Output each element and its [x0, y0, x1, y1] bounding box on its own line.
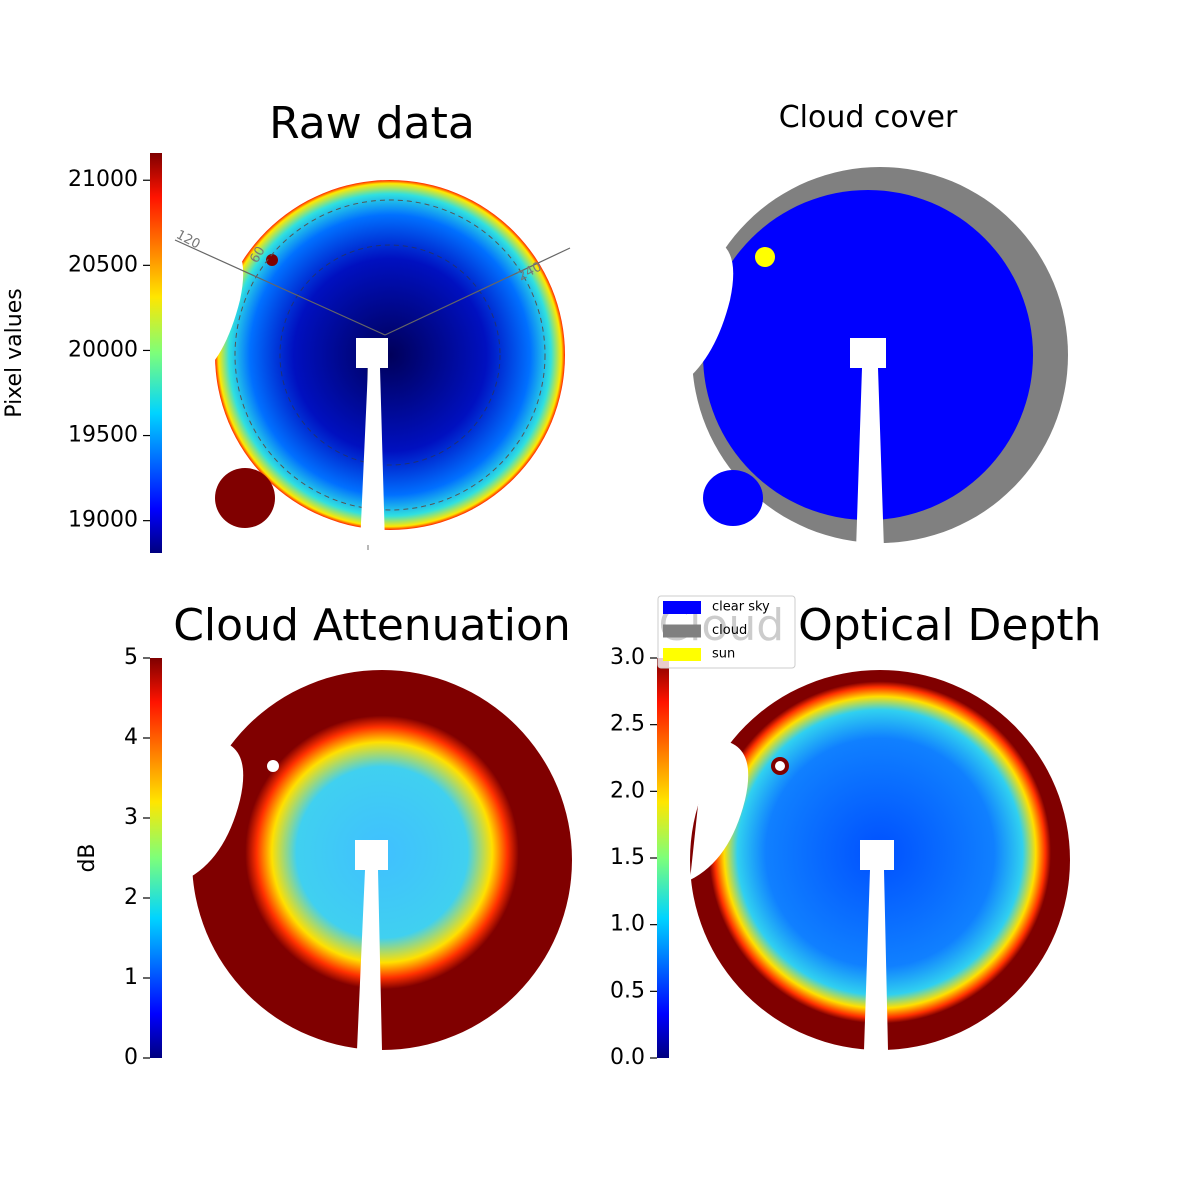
- colorbar-tick-label: 1: [124, 965, 138, 990]
- colorbar-label: dB: [75, 843, 100, 872]
- colorbar-tick-label: 2: [124, 885, 138, 910]
- panel-title: Raw data: [269, 98, 475, 149]
- colorbar-tick-label: 20500: [68, 252, 138, 277]
- colorbar-tick-label: 0: [124, 1045, 138, 1070]
- legend-swatch: [663, 624, 701, 638]
- colorbar-tick-label: 20000: [68, 337, 138, 362]
- colorbar-tick-label: 19500: [68, 423, 138, 448]
- colorbar-tick-label: 1.5: [610, 845, 645, 870]
- optical-depth-image: [690, 670, 1070, 1050]
- raw-image: [174, 180, 571, 550]
- colorbar-tick-label: 4: [124, 725, 138, 750]
- colorbar: [657, 658, 669, 1058]
- colorbar-tick-label: 5: [124, 645, 138, 670]
- colorbar-label: Pixel values: [2, 288, 27, 417]
- colorbar-tick-label: 0.0: [610, 1045, 645, 1070]
- polar-annotation: 120: [174, 228, 203, 253]
- colorbar-tick-label: 2.0: [610, 778, 645, 803]
- attenuation-image: [185, 670, 572, 1050]
- colorbar: [150, 153, 162, 553]
- colorbar-tick-label: 19000: [68, 508, 138, 533]
- colorbar-tick-label: 3.0: [610, 645, 645, 670]
- colorbar-tick-label: 2.5: [610, 712, 645, 737]
- panel-title: Cloud cover: [779, 100, 958, 135]
- legend-swatch: [663, 601, 701, 614]
- colorbar-tick-label: 3: [124, 805, 138, 830]
- colorbar: [150, 658, 162, 1058]
- polar-annotation: 60: [247, 244, 268, 266]
- legend-label: clear sky: [712, 600, 770, 615]
- panel-title: Cloud Attenuation: [173, 600, 571, 651]
- legend-label: cloud: [712, 623, 747, 638]
- legend-label: sun: [712, 647, 735, 662]
- legend-swatch: [663, 648, 701, 661]
- cloud-cover-image: [680, 167, 1068, 550]
- colorbar-tick-label: 0.5: [610, 978, 645, 1003]
- colorbar-tick-label: 21000: [68, 167, 138, 192]
- colorbar-tick-label: 1.0: [610, 912, 645, 937]
